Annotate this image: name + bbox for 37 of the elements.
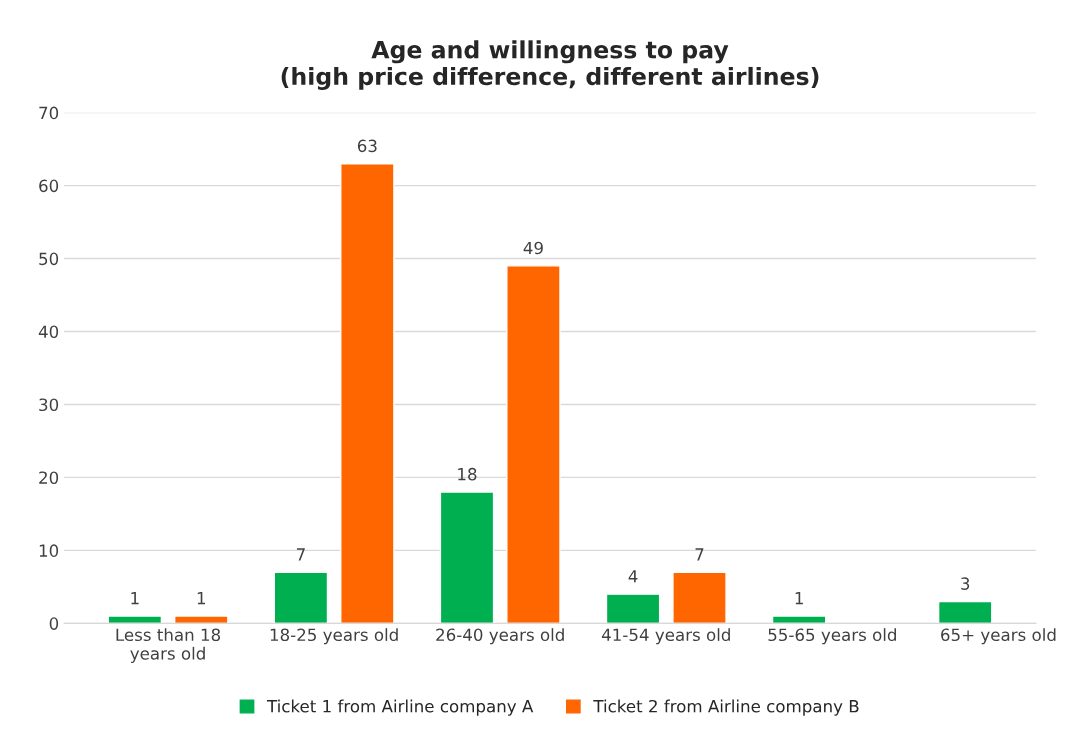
bar — [605, 593, 661, 624]
data-label: 49 — [523, 241, 543, 255]
x-tick-label: Less than 18 years old — [116, 628, 221, 663]
bar — [937, 600, 993, 624]
bar — [173, 615, 229, 624]
x-tick-label: 41-54 years old — [601, 628, 730, 645]
data-label: 3 — [961, 577, 970, 590]
y-tick-label: 20 — [39, 471, 59, 484]
y-tick-label: 40 — [38, 325, 59, 339]
chart-title: Age and willingness to pay (high price difference, different airlines) — [281, 40, 819, 90]
x-tick-label: 55-65 years old — [768, 628, 896, 645]
y-tick-label: 30 — [39, 398, 59, 412]
x-tick-label: 65+ years old — [941, 628, 1056, 645]
y-tick-label: 50 — [39, 252, 59, 266]
bar — [672, 571, 727, 624]
bar — [273, 571, 329, 624]
data-label: 1 — [795, 592, 803, 605]
data-label: 1 — [131, 592, 139, 605]
bar — [506, 265, 561, 624]
bar — [107, 615, 163, 624]
y-tick-label: 70 — [39, 106, 59, 120]
data-label: 63 — [357, 139, 377, 153]
data-label: 7 — [695, 548, 704, 561]
x-tick-label: 26-40 years old — [436, 628, 564, 645]
legend-label: Ticket 1 from Airline company A — [266, 699, 534, 716]
data-label: 7 — [296, 548, 305, 561]
data-label: 1 — [197, 592, 206, 605]
bar — [439, 491, 495, 624]
y-tick-label: 0 — [49, 617, 59, 630]
data-label: 4 — [628, 570, 638, 583]
y-tick-label: 60 — [39, 179, 59, 193]
legend-label: Ticket 2 from Airline company B — [593, 699, 859, 716]
bar — [340, 163, 395, 624]
bar — [771, 615, 827, 624]
y-tick-label: 10 — [39, 544, 59, 557]
data-label: 18 — [458, 467, 477, 481]
x-tick-label: 18-25 years old — [270, 628, 398, 645]
